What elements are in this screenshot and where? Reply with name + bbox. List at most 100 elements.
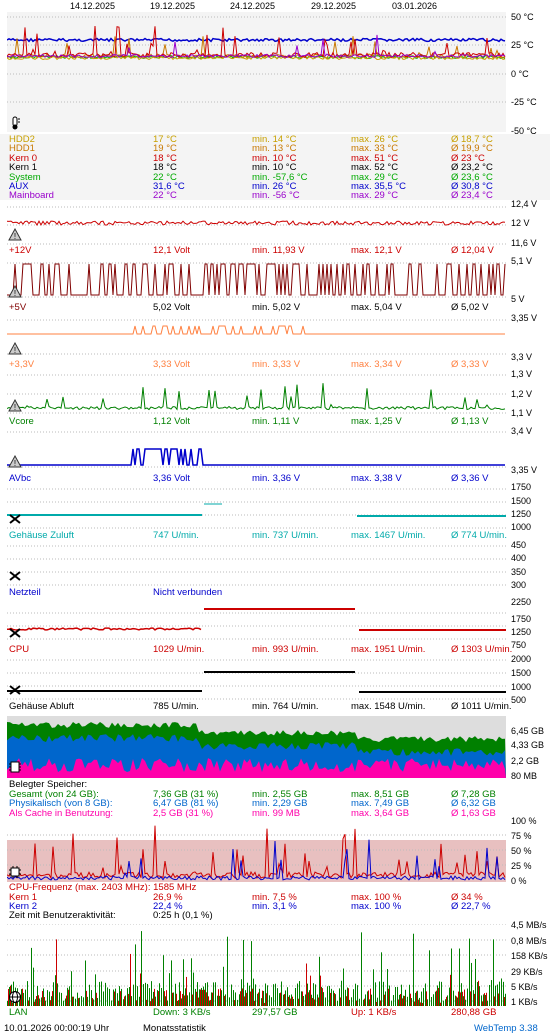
lan-down-bar <box>211 992 212 1006</box>
lan-down-bar <box>241 979 242 1006</box>
lan-down-bar <box>45 1000 46 1006</box>
volt5-axis-label: 5,1 V <box>511 256 533 266</box>
monthly-stats-link[interactable]: Monatsstatistik <box>143 1023 206 1034</box>
legend-max: max. 8,51 GB <box>351 789 410 800</box>
lan-down-bar <box>41 997 42 1006</box>
lan-up-bar <box>420 1002 421 1006</box>
legend-name: HDD2 <box>9 134 35 145</box>
lan-up-bar <box>250 991 251 1006</box>
lan-down-bar <box>189 992 190 1006</box>
lan-down-bar <box>245 990 246 1006</box>
lan-down-bar <box>379 981 380 1006</box>
lan-up-bar <box>176 993 177 1006</box>
legend-row: Physikalisch (von 8 GB): 6,47 GB (81 %) mi… <box>0 798 550 809</box>
lan-down-bar <box>397 986 398 1006</box>
lan-up-bar <box>92 998 93 1006</box>
lan-down-bar <box>421 991 422 1006</box>
lan-up-bar <box>258 992 259 1006</box>
legend-name: Mainboard <box>9 190 54 202</box>
lan-down-bar <box>95 974 96 1006</box>
footer-timestamp: 10.01.2026 00:00:19 Uhr <box>4 1023 110 1034</box>
voltage-warning-icon: ! <box>8 455 22 468</box>
lan-down-bar <box>505 993 506 1006</box>
legend-name: HDD1 <box>9 143 35 155</box>
lan-down-bar <box>137 986 138 1006</box>
lan-up-bar <box>254 1000 255 1006</box>
sensor-status: Nicht verbunden <box>153 587 223 598</box>
lan-down-bar <box>101 981 102 1006</box>
cpu-chip-icon <box>9 866 21 878</box>
lan-down-bar <box>293 998 294 1006</box>
lan-down-bar <box>323 992 324 1006</box>
webtemp-version-link[interactable]: WebTemp 3.38 <box>474 1023 538 1034</box>
vcore-chart <box>7 372 506 415</box>
lan-down-bar <box>327 986 328 1006</box>
cpu-frequency: CPU-Frequenz (max. 2403 MHz): 1585 MHz <box>9 882 197 893</box>
legend-cur: 22 °C <box>153 171 177 183</box>
lan-up-bar <box>460 992 461 1006</box>
lan-down-bar <box>325 997 326 1006</box>
lan-down-bar <box>361 932 362 1006</box>
lan-down-bar <box>409 984 410 1006</box>
legend-row: Gesamt (von 24 GB): 7,36 GB (31 %) min. 2,… <box>0 789 550 800</box>
lan-up-bar <box>426 991 427 1006</box>
fan-netzteil-chart <box>7 543 506 586</box>
svg-text:!: ! <box>14 403 16 412</box>
chart-svg <box>7 374 506 414</box>
lan-down-bar <box>31 947 32 1006</box>
lan-down-bar <box>49 991 50 1006</box>
lan-down-bar <box>351 997 352 1006</box>
vcore-axis-label: 1,2 V <box>511 389 533 399</box>
lan-up-bar <box>86 990 87 1006</box>
lan-down-bar <box>183 959 184 1006</box>
lan-down-bar <box>243 939 244 1006</box>
legend-max: max. 52 °C <box>351 162 399 174</box>
lan-up-bar <box>356 1000 357 1006</box>
lan-up-bar <box>244 996 245 1006</box>
lan-up-bar <box>12 1002 13 1006</box>
lan-down-bar <box>111 1000 112 1006</box>
sensor-max: max. 1467 U/min. <box>351 530 426 541</box>
sensor-avg: Ø 1,13 V <box>451 416 489 427</box>
legend-min: min. -56 °C <box>252 190 300 202</box>
lan-up-bar <box>78 998 79 1006</box>
sensor-name: Gehäuse Abluft <box>9 701 74 712</box>
lan-down-bar <box>71 971 72 1006</box>
legend-cur: 18 °C <box>153 162 177 174</box>
lan-down-bar <box>179 982 180 1006</box>
lan-down-bar <box>257 993 258 1006</box>
legend-min: min. 10 °C <box>252 162 297 174</box>
sensor-min: min. 737 U/min. <box>252 530 319 541</box>
lan-down-bar <box>479 986 480 1006</box>
lan-up-bar <box>202 989 203 1006</box>
legend-cur: 31,6 °C <box>153 181 185 192</box>
lan-down-bar <box>231 984 232 1006</box>
legend-avg: Ø 1,63 GB <box>451 807 496 819</box>
lan-down-bar <box>219 995 220 1006</box>
lan-down-bar <box>141 931 142 1006</box>
legend-cur: 22 °C <box>153 190 177 202</box>
fan-axis-label: 500 <box>511 695 527 705</box>
legend-min: min. 14 °C <box>252 134 297 145</box>
user-activity-row: Zeit mit Benutzeraktivität: 0:25 h (0,1 … <box>9 910 213 921</box>
lan-axis-label: 158 KB/s <box>511 951 548 961</box>
lan-down-bar <box>399 994 400 1006</box>
lan-down-bar <box>191 958 192 1006</box>
lan-down-bar <box>163 955 164 1006</box>
legend-avg: Ø 23,4 °C <box>451 190 493 202</box>
temperature-chart <box>7 12 506 132</box>
legend-name: Kern 1 <box>9 162 37 174</box>
lan-up-bar <box>456 996 457 1006</box>
lan-down-bar <box>213 982 214 1006</box>
lan-up-bar <box>208 996 209 1006</box>
lan-up-bar <box>364 998 365 1006</box>
lan-up-bar <box>140 973 141 1006</box>
legend-row: Kern 2 22,4 % min. 3,1 % max. 100 % Ø 22,7 % <box>0 901 550 912</box>
lan-down-bar <box>33 967 34 1006</box>
sensor-name: CPU <box>9 644 30 655</box>
volt5-row: +5V 5,02 Volt min. 5,02 V max. 5,04 V Ø … <box>0 302 550 313</box>
lan-up-bar <box>312 997 313 1006</box>
lan-up-bar <box>154 988 155 1006</box>
lan-down-bar <box>115 988 116 1006</box>
fan-axis-label: 1750 <box>511 482 532 492</box>
